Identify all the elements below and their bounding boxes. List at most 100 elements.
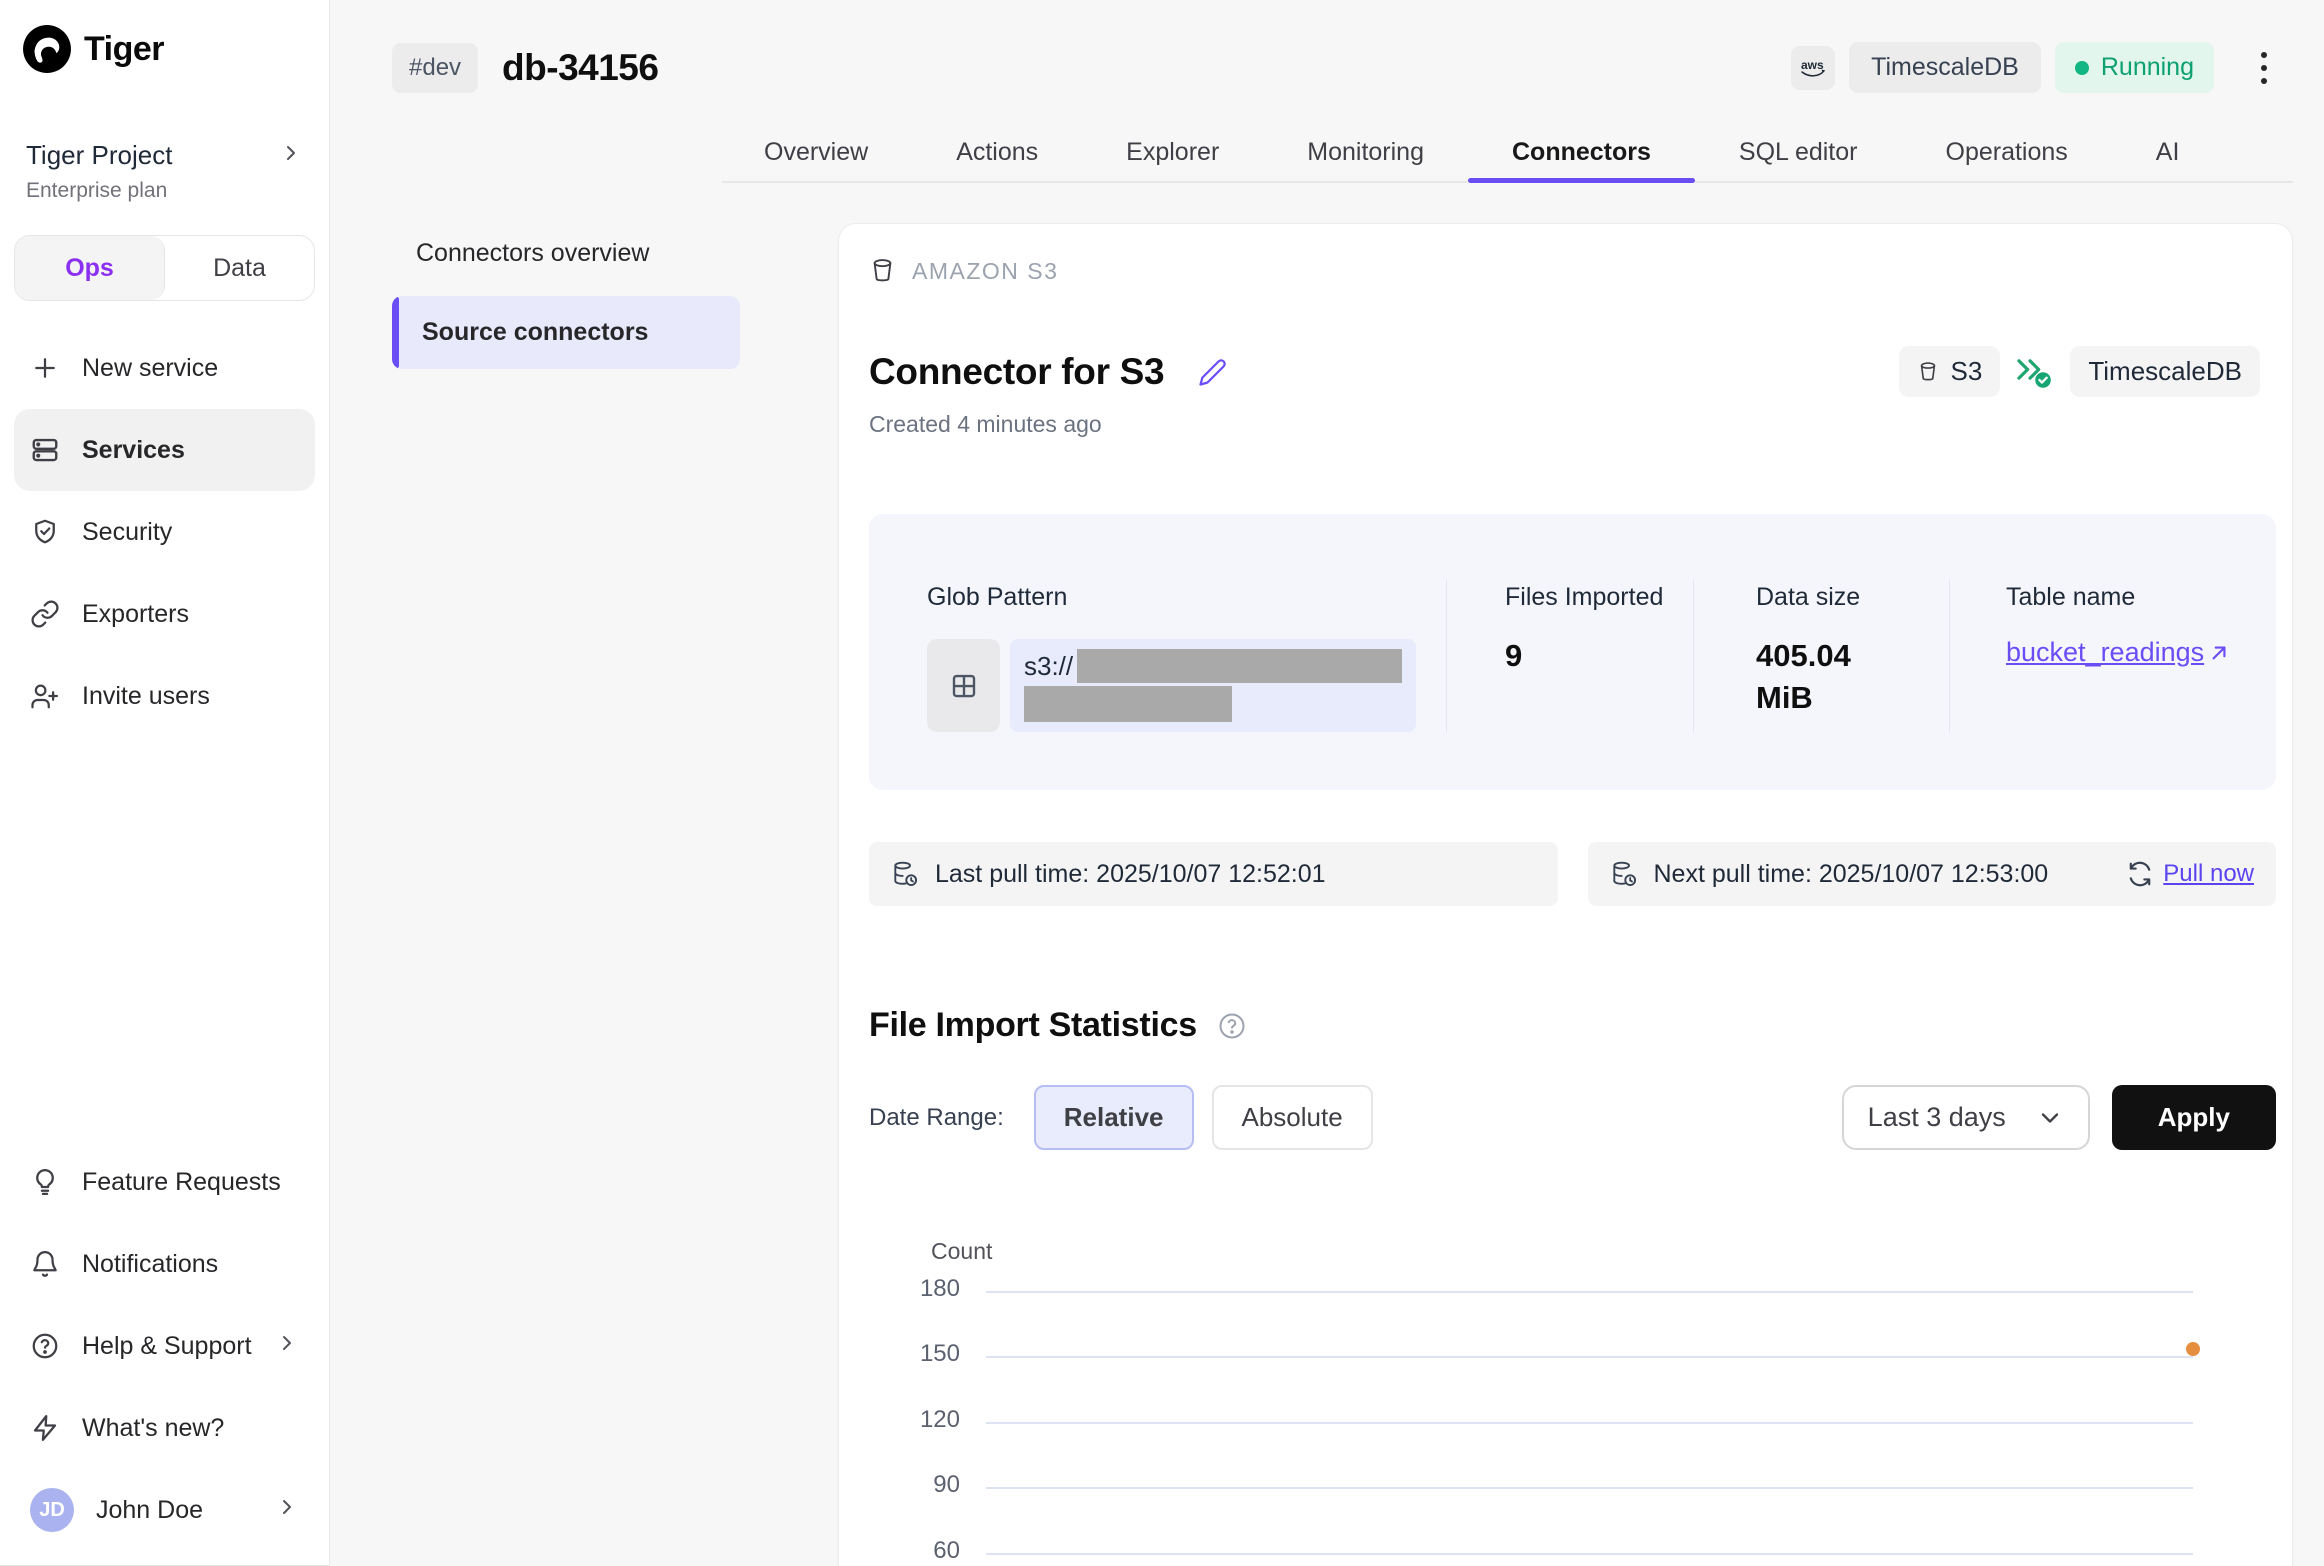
database-clock-icon <box>1610 860 1638 888</box>
apply-button[interactable]: Apply <box>2111 1085 2276 1150</box>
import-statistics-chart: Count 180 150 120 90 60 <box>869 1238 2276 1566</box>
sidebar-item-security[interactable]: Security <box>14 491 315 573</box>
target-badge: TimescaleDB <box>2070 346 2260 397</box>
sidebar-item-services[interactable]: Services <box>14 409 315 491</box>
status-badge: Running <box>2054 42 2214 93</box>
gridline <box>986 1356 2193 1358</box>
aws-icon: aws <box>1791 45 1836 90</box>
source-badge: S3 <box>1898 346 2001 397</box>
range-dropdown[interactable]: Last 3 days <box>1841 1085 2090 1150</box>
sidebar-item-help-support[interactable]: Help & Support <box>14 1305 315 1387</box>
bucket-icon <box>869 256 896 286</box>
grid-icon <box>927 639 1000 732</box>
user-name: John Doe <box>96 1495 204 1524</box>
tab-monitoring[interactable]: Monitoring <box>1307 137 1424 166</box>
connector-title: Connector for S3 <box>869 350 1165 392</box>
tab-sql-editor[interactable]: SQL editor <box>1738 137 1858 166</box>
gridline <box>986 1291 2193 1293</box>
edit-pencil-icon[interactable] <box>1198 357 1228 387</box>
tab-ai[interactable]: AI <box>2155 137 2180 166</box>
database-clock-icon <box>891 860 919 888</box>
connector-info-panel: Glob Pattern s3:// <box>869 514 2276 790</box>
absolute-button[interactable]: Absolute <box>1211 1085 1373 1150</box>
sidebar-item-user[interactable]: JD John Doe <box>14 1469 315 1551</box>
next-pull-text: Next pull time: 2025/10/07 12:53:00 <box>1653 859 2049 888</box>
stats-title: File Import Statistics <box>869 1006 1197 1044</box>
table-link[interactable]: bucket_readings <box>2006 637 2256 668</box>
tab-explorer[interactable]: Explorer <box>1126 137 1220 166</box>
service-header: #dev db-34156 aws TimescaleDB Running <box>392 42 2284 93</box>
brand-logo[interactable]: Tiger <box>14 24 315 74</box>
relative-button[interactable]: Relative <box>1033 1085 1194 1150</box>
sidebar-item-notifications[interactable]: Notifications <box>14 1223 315 1305</box>
y-tick: 90 <box>933 1471 960 1498</box>
sidebar-item-label: Exporters <box>82 599 189 628</box>
plan-label: Enterprise plan <box>26 179 168 202</box>
kebab-menu-icon[interactable] <box>2244 46 2284 90</box>
sidebar-item-feature-requests[interactable]: Feature Requests <box>14 1141 315 1223</box>
refresh-icon <box>2127 861 2153 887</box>
sidebar-item-label: Help & Support <box>82 1331 252 1360</box>
table-name-label: Table name <box>2006 583 2136 611</box>
connector-type-row: AMAZON S3 <box>869 256 2276 286</box>
data-point[interactable] <box>2186 1342 2200 1356</box>
table-name-column: Table name bucket_readings <box>1949 580 2276 732</box>
files-imported-label: Files Imported <box>1505 583 1664 611</box>
help-circle-icon <box>30 1331 60 1361</box>
y-tick: 180 <box>919 1275 960 1302</box>
sidebar-item-label: What's new? <box>82 1413 225 1442</box>
data-size-label: Data size <box>1756 583 1861 611</box>
sidebar-item-label: Notifications <box>82 1249 219 1278</box>
files-imported-column: Files Imported 9 <box>1446 580 1693 732</box>
files-imported-value: 9 <box>1505 638 1523 673</box>
stats-header: File Import Statistics <box>869 1006 2276 1045</box>
ops-data-toggle: Ops Data <box>14 235 315 301</box>
sidebar-item-label: Services <box>82 435 185 464</box>
chevron-right-icon <box>275 1495 299 1526</box>
sync-success-icon <box>2014 353 2056 391</box>
last-pull-bar: Last pull time: 2025/10/07 12:52:01 <box>869 842 1558 906</box>
toggle-ops[interactable]: Ops <box>15 236 165 300</box>
help-circle-icon[interactable] <box>1217 1011 1247 1041</box>
source-badge-label: S3 <box>1950 356 1983 386</box>
tab-overview[interactable]: Overview <box>764 137 869 166</box>
subnav-source-connectors[interactable]: Source connectors <box>392 296 740 369</box>
sidebar-footer: Feature Requests Notifications Help & Su… <box>0 1141 329 1566</box>
sidebar-item-label: New service <box>82 353 219 382</box>
sidebar-spacer <box>14 737 315 1141</box>
svg-text:aws: aws <box>1801 58 1824 72</box>
y-tick: 120 <box>919 1406 960 1433</box>
sidebar-item-invite-users[interactable]: Invite users <box>14 655 315 737</box>
sidebar-item-whats-new[interactable]: What's new? <box>14 1387 315 1469</box>
project-switcher[interactable]: Tiger Project <box>14 140 315 171</box>
next-pull-bar: Next pull time: 2025/10/07 12:53:00 Pull… <box>1587 842 2276 906</box>
last-pull-text: Last pull time: 2025/10/07 12:52:01 <box>935 859 1326 888</box>
plus-icon <box>30 353 60 383</box>
target-badge-label: TimescaleDB <box>2088 356 2242 386</box>
tab-operations[interactable]: Operations <box>1945 137 2068 166</box>
y-tick: 60 <box>933 1537 960 1564</box>
sidebar-item-exporters[interactable]: Exporters <box>14 573 315 655</box>
pull-now-button[interactable]: Pull now <box>2127 860 2254 888</box>
sidebar-item-label: Security <box>82 517 173 546</box>
glob-pattern-line1: s3:// <box>1024 649 1402 683</box>
lightning-icon <box>30 1413 60 1443</box>
tab-connectors[interactable]: Connectors <box>1468 123 1695 183</box>
gridline <box>986 1553 2193 1555</box>
glob-pattern-label: Glob Pattern <box>927 583 1068 611</box>
y-axis-title: Count <box>931 1238 993 1264</box>
connectors-content: Connectors overview Source connectors AM… <box>330 223 2324 1566</box>
sidebar: Tiger Tiger Project Enterprise plan Ops … <box>0 0 330 1566</box>
lightbulb-icon <box>30 1167 60 1197</box>
connector-card: AMAZON S3 Connector for S3 S3 <box>838 223 2293 1566</box>
brand-name: Tiger <box>84 29 165 68</box>
sidebar-item-new-service[interactable]: New service <box>14 327 315 409</box>
subnav-connectors-overview[interactable]: Connectors overview <box>416 239 650 267</box>
bell-icon <box>30 1249 60 1279</box>
pull-times-row: Last pull time: 2025/10/07 12:52:01 Next… <box>869 842 2276 906</box>
tab-actions[interactable]: Actions <box>956 137 1039 166</box>
toggle-data[interactable]: Data <box>213 253 266 282</box>
glob-prefix: s3:// <box>1024 650 1074 681</box>
service-tabs: Overview Actions Explorer Monitoring Con… <box>722 123 2293 183</box>
